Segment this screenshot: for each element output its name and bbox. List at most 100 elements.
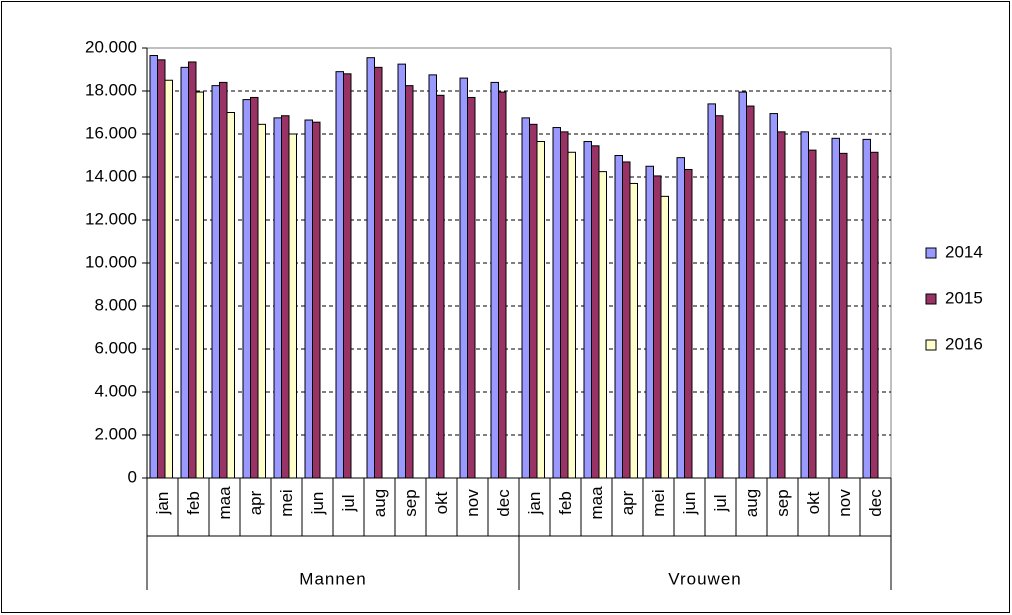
y-tick-label: 2.000 xyxy=(94,424,137,443)
bar xyxy=(366,57,375,479)
bar xyxy=(529,123,538,479)
x-tick-label: aug xyxy=(370,489,389,517)
x-tick-label: feb xyxy=(556,491,575,515)
bar xyxy=(800,131,809,479)
y-tick-label: 6.000 xyxy=(94,338,137,357)
bar xyxy=(397,63,406,479)
bar xyxy=(312,121,321,479)
x-tick-label: maa xyxy=(215,486,234,520)
bar xyxy=(211,85,220,479)
bar xyxy=(281,115,290,479)
bar xyxy=(831,137,840,479)
bar xyxy=(862,138,871,479)
bar xyxy=(746,105,755,479)
bar xyxy=(436,94,445,479)
bar xyxy=(567,151,576,479)
y-tick-label: 16.000 xyxy=(85,123,137,142)
bar xyxy=(622,161,631,479)
bar xyxy=(257,123,266,479)
bar xyxy=(560,131,569,479)
bar xyxy=(645,165,654,479)
x-tick-label: jan xyxy=(525,492,544,516)
bar xyxy=(149,55,158,479)
bar xyxy=(808,149,817,479)
x-tick-label: sep xyxy=(773,489,792,516)
bar xyxy=(374,66,383,479)
bar xyxy=(715,115,724,479)
bar xyxy=(536,141,545,479)
bar xyxy=(707,103,716,479)
bar xyxy=(591,145,600,479)
bar xyxy=(250,96,259,479)
x-tick-label: nov xyxy=(835,489,854,517)
bar xyxy=(870,151,879,479)
x-tick-label: nov xyxy=(463,489,482,517)
y-tick-label: 18.000 xyxy=(85,80,137,99)
bar xyxy=(552,127,561,479)
y-tick-label: 4.000 xyxy=(94,381,137,400)
legend-label: 2014 xyxy=(945,242,983,261)
x-tick-label: jun xyxy=(680,492,699,516)
x-tick-label: okt xyxy=(432,491,451,514)
group-label: Vrouwen xyxy=(668,569,741,588)
bar xyxy=(195,91,204,479)
bar xyxy=(428,74,437,479)
legend-swatch xyxy=(925,293,937,305)
bar xyxy=(598,171,607,479)
x-tick-label: sep xyxy=(401,489,420,516)
y-tick-label: 8.000 xyxy=(94,295,137,314)
x-tick-label: mei xyxy=(277,489,296,516)
bar xyxy=(684,168,693,479)
group-label: Mannen xyxy=(299,569,366,588)
x-tick-label: apr xyxy=(618,490,637,515)
y-tick-label: 14.000 xyxy=(85,166,137,185)
bar xyxy=(288,133,297,479)
bar xyxy=(157,59,166,479)
bar xyxy=(180,66,189,479)
x-tick-label: okt xyxy=(804,491,823,514)
x-tick-label: feb xyxy=(184,491,203,515)
y-tick-label: 10.000 xyxy=(85,252,137,271)
x-tick-label: jul xyxy=(339,494,358,512)
bar xyxy=(335,71,344,479)
bar xyxy=(777,131,786,479)
bar xyxy=(498,91,507,479)
x-tick-label: dec xyxy=(866,489,885,517)
bar xyxy=(839,152,848,479)
bar xyxy=(614,155,623,479)
bar xyxy=(405,85,414,479)
bar xyxy=(676,157,685,479)
bar xyxy=(490,81,499,479)
bar xyxy=(164,79,173,479)
bar xyxy=(467,96,476,479)
x-tick-label: apr xyxy=(246,490,265,515)
legend-swatch xyxy=(925,339,937,351)
y-tick-label: 12.000 xyxy=(85,209,137,228)
legend-swatch xyxy=(925,247,937,259)
bar xyxy=(188,61,197,479)
bar xyxy=(273,117,282,479)
x-tick-label: mei xyxy=(649,489,668,516)
bar xyxy=(653,175,662,479)
bar xyxy=(343,73,352,479)
bar xyxy=(629,182,638,479)
legend-label: 2015 xyxy=(945,288,983,307)
bar xyxy=(660,195,669,479)
x-tick-label: jul xyxy=(711,494,730,512)
y-tick-label: 20.000 xyxy=(85,37,137,56)
bar xyxy=(521,117,530,479)
bar xyxy=(304,119,313,479)
x-tick-label: aug xyxy=(742,489,761,517)
bar xyxy=(769,113,778,479)
y-tick-label: 0 xyxy=(128,467,137,486)
bar xyxy=(459,77,468,479)
x-tick-label: jun xyxy=(308,492,327,516)
bar xyxy=(219,81,228,479)
bar xyxy=(226,112,235,479)
bar xyxy=(583,141,592,479)
bar xyxy=(242,99,251,479)
x-tick-label: maa xyxy=(587,486,606,520)
legend-label: 2016 xyxy=(945,334,983,353)
bar xyxy=(738,91,747,479)
